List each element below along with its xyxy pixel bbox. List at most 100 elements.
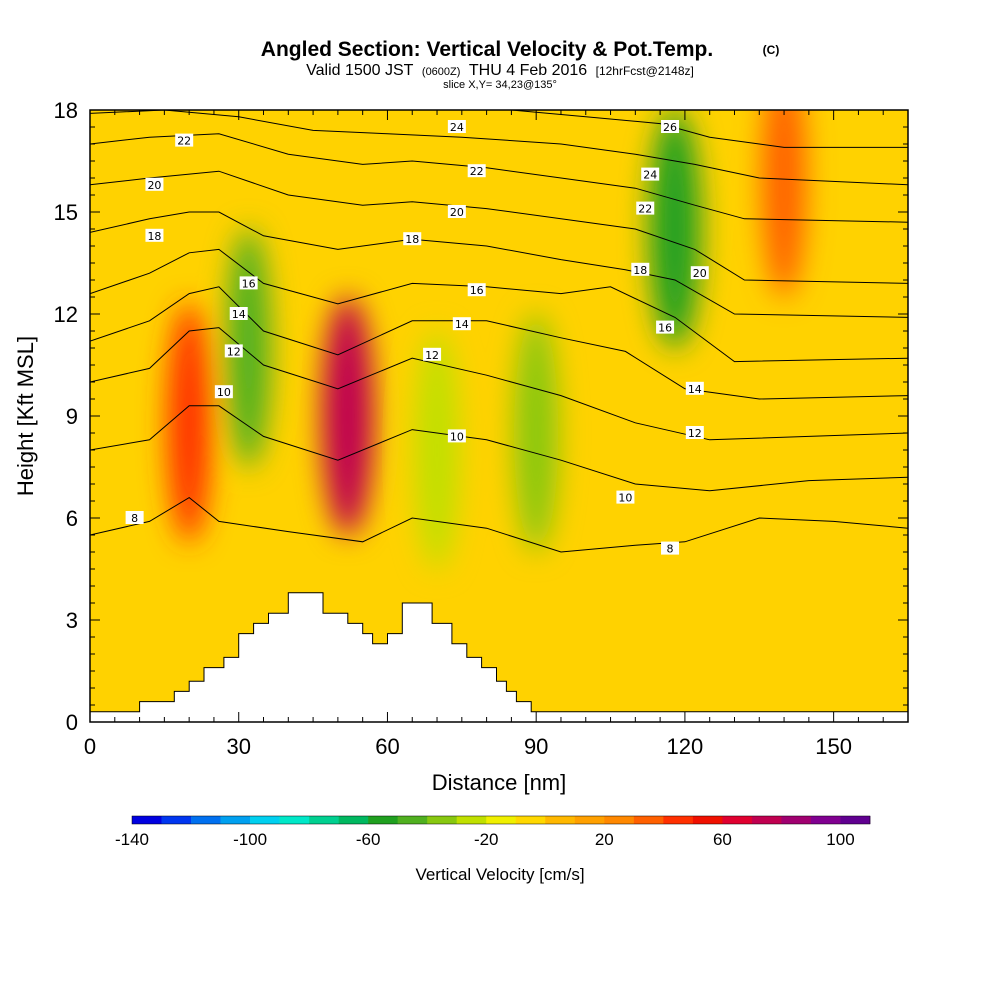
- isentrope-label-text: 20: [693, 267, 707, 280]
- isentrope-label-bg: [685, 426, 704, 439]
- x-tick-label: 150: [815, 734, 852, 759]
- isentrope-label-16-2: 16: [656, 320, 675, 335]
- colorbar-swatch: [250, 816, 280, 824]
- y-tick-label: 0: [66, 710, 78, 735]
- colorbar: -140 -100 -60 -20 20 60 100: [115, 815, 871, 849]
- colorbar-swatch: [663, 816, 694, 824]
- isentrope-label-text: 12: [425, 349, 439, 362]
- colorbar-swatch: [191, 816, 221, 824]
- x-axis-label: Distance [nm]: [432, 770, 567, 795]
- isentrope-label-text: 18: [633, 264, 647, 277]
- colorbar-swatch: [427, 816, 458, 824]
- subtitle-forecast: [12hrFcst@2148z]: [596, 64, 694, 78]
- colorbar-swatch: [486, 816, 517, 824]
- isentrope-label-bg: [229, 307, 248, 320]
- colorbar-swatch: [692, 816, 723, 824]
- colorbar-title: Vertical Velocity [cm/s]: [415, 865, 584, 884]
- colorbar-swatch: [132, 816, 162, 824]
- isentrope-label-text: 14: [232, 308, 246, 321]
- velocity-feature-5: [649, 110, 701, 349]
- isentrope-label-10-2: 10: [616, 490, 635, 505]
- isentrope-label-text: 12: [688, 427, 702, 440]
- colorbar-swatch: [368, 816, 398, 824]
- x-tick-label: 120: [667, 734, 704, 759]
- colorbar-swatch: [338, 816, 369, 824]
- x-tick-label: 30: [226, 734, 250, 759]
- isentrope-labels: 8 8 10 10 10 12 12 12 14 14 14 16 16 16 18 18 18 20 20 20 22…: [125, 120, 709, 556]
- colorbar-label: -20: [474, 830, 499, 849]
- isentrope-label-bg: [641, 167, 660, 181]
- isentrope-label-bg: [447, 120, 466, 133]
- isentrope-label-16-1: 16: [467, 283, 486, 297]
- colorbar-swatch: [515, 816, 546, 824]
- isentrope-label-14-0: 14: [229, 307, 248, 321]
- velocity-feature-0: [167, 302, 212, 543]
- isentrope-label-14-1: 14: [452, 317, 471, 331]
- isentrope-label-bg: [661, 541, 680, 555]
- isentrope-label-26-0: 26: [661, 120, 680, 134]
- colorbar-swatch: [810, 816, 841, 824]
- terrain: [90, 592, 908, 722]
- isentrope-label-text: 22: [638, 203, 652, 216]
- isentrope-label-bg: [239, 276, 258, 290]
- isentrope-label-14-2: 14: [685, 381, 704, 396]
- isentrope-label-text: 10: [217, 386, 231, 399]
- isentrope-label-bg: [467, 164, 486, 178]
- y-tick-label: 18: [54, 98, 78, 123]
- slice-label: slice X,Y= 34,23@135°: [443, 79, 557, 91]
- isentrope-label-text: 14: [455, 318, 469, 331]
- isentrope-label-text: 16: [242, 277, 256, 290]
- y-tick-label: 6: [66, 506, 78, 531]
- isentrope-label-text: 16: [658, 322, 672, 335]
- colorbar-swatch: [633, 816, 664, 824]
- x-tick-label: 0: [84, 734, 96, 759]
- colorbar-label: 20: [595, 830, 614, 849]
- isentrope-label-text: 8: [131, 512, 138, 525]
- isentrope-label-text: 22: [470, 165, 484, 178]
- isentrope-label-text: 8: [667, 543, 674, 556]
- isentrope-label-bg: [656, 320, 675, 334]
- isentrope-label-text: 18: [147, 230, 161, 243]
- colorbar-swatch: [604, 816, 635, 824]
- isentrope-label-8-1: 8: [661, 541, 680, 556]
- isentrope-label-12-1: 12: [423, 347, 442, 362]
- isentrope-label-text: 16: [470, 284, 484, 297]
- isentrope-12: [90, 327, 908, 441]
- colorbar-label: 60: [713, 830, 732, 849]
- y-tick-label: 3: [66, 608, 78, 633]
- isentrope-label-bg: [423, 347, 442, 361]
- x-tick-label: 90: [524, 734, 548, 759]
- isentrope-8: [90, 496, 908, 553]
- isentrope-26: [511, 110, 908, 148]
- isentrope-label-bg: [224, 344, 243, 358]
- subtitle-date: THU 4 Feb 2016: [469, 62, 587, 79]
- isentrope-label-bg: [125, 511, 144, 524]
- isentrope-label-12-0: 12: [224, 344, 243, 358]
- isentrope-label-bg: [145, 177, 164, 191]
- isentrope-label-22-1: 22: [467, 164, 486, 178]
- isentrope-label-20-2: 20: [690, 266, 709, 280]
- colorbar-swatch: [840, 816, 871, 824]
- isentrope-label-bg: [145, 228, 164, 242]
- isentrope-label-bg: [467, 283, 486, 297]
- y-tick-label: 12: [54, 302, 78, 327]
- isentrope-16: [90, 248, 908, 363]
- colorbar-swatch: [220, 816, 251, 824]
- subtitle-zulu: (0600Z): [422, 66, 461, 78]
- isentrope-label-bg: [403, 232, 422, 246]
- colorbar-swatch: [397, 816, 428, 824]
- isentrope-10: [90, 405, 908, 492]
- isentrope-label-24-1: 24: [641, 167, 660, 182]
- x-tick-label: 60: [375, 734, 399, 759]
- isentrope-label-text: 18: [405, 233, 419, 246]
- isentrope-label-10-1: 10: [447, 429, 466, 443]
- velocity-feature-2: [321, 296, 374, 536]
- isentrope-label-12-2: 12: [685, 426, 704, 440]
- chart-title-units: (C): [763, 43, 780, 57]
- isentrope-label-text: 14: [688, 383, 702, 396]
- isentrope-label-text: 26: [663, 121, 677, 134]
- velocity-field: [167, 110, 807, 570]
- isentrope-label-bg: [636, 201, 655, 215]
- velocity-feature-3: [415, 330, 460, 570]
